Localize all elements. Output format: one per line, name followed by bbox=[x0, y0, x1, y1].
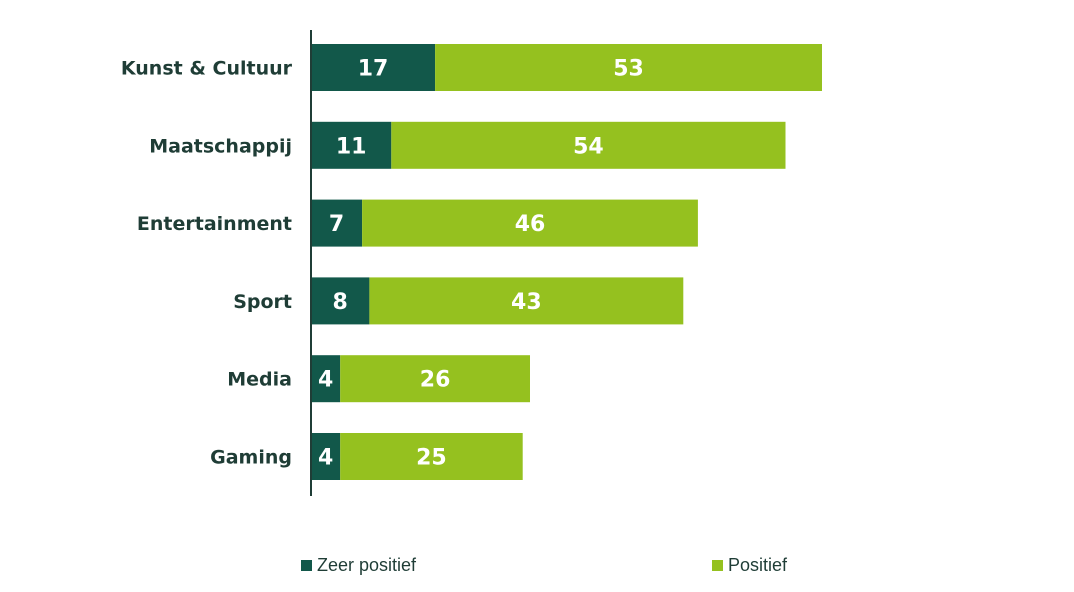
legend-swatch-positief bbox=[712, 560, 723, 571]
bars-group: Kunst & Cultuur 17 53 Maatschappij 11 54 Enter… bbox=[121, 44, 822, 480]
bar-positief-gaming bbox=[340, 433, 523, 480]
data-label-positief-media: 26 bbox=[420, 368, 451, 393]
data-label-positief-entertainment: 46 bbox=[515, 212, 546, 237]
data-label-zeer-positief-media: 4 bbox=[318, 368, 333, 393]
bar-positief-kunst-cultuur bbox=[435, 44, 822, 91]
data-label-zeer-positief-entertainment: 7 bbox=[329, 212, 344, 237]
data-label-positief-gaming: 25 bbox=[416, 446, 447, 471]
bar-positief-media bbox=[340, 355, 530, 403]
legend-item-zeer-positief: Zeer positief bbox=[301, 555, 416, 576]
data-label-zeer-positief-sport: 8 bbox=[333, 290, 348, 315]
bar-zeer-positief-media bbox=[311, 355, 341, 403]
legend-swatch-zeer-positief bbox=[301, 560, 312, 571]
data-label-positief-maatschappij: 54 bbox=[573, 134, 604, 159]
bar-zeer-positief-maatschappij bbox=[311, 121, 392, 169]
data-label-zeer-positief-maatschappij: 11 bbox=[336, 134, 367, 159]
stacked-bar-chart: Kunst & Cultuur 17 53 Maatschappij 11 54 Enter… bbox=[121, 30, 822, 496]
category-label-maatschappij: Maatschappij bbox=[149, 135, 292, 157]
bar-zeer-positief-sport bbox=[311, 277, 370, 325]
category-label-sport: Sport bbox=[233, 291, 292, 313]
data-label-positief-kunst-cultuur: 53 bbox=[613, 57, 644, 82]
bar-positief-maatschappij bbox=[391, 121, 786, 169]
legend-item-positief: Positief bbox=[712, 555, 787, 576]
bar-zeer-positief-gaming bbox=[311, 433, 341, 480]
data-label-positief-sport: 43 bbox=[511, 290, 542, 315]
category-label-entertainment: Entertainment bbox=[137, 213, 292, 235]
data-label-zeer-positief-gaming: 4 bbox=[318, 446, 333, 471]
category-label-media: Media bbox=[227, 369, 292, 391]
bar-zeer-positief-kunst-cultuur bbox=[311, 44, 436, 91]
category-label-gaming: Gaming bbox=[210, 447, 292, 469]
legend-label-zeer-positief: Zeer positief bbox=[317, 555, 417, 575]
legend-label-positief: Positief bbox=[728, 555, 788, 575]
bar-positief-sport bbox=[369, 277, 684, 325]
bar-zeer-positief-entertainment bbox=[311, 199, 363, 247]
bar-positief-entertainment bbox=[362, 199, 698, 247]
data-label-zeer-positief-kunst-cultuur: 17 bbox=[358, 57, 389, 82]
category-label-kunst-cultuur: Kunst & Cultuur bbox=[121, 58, 293, 80]
